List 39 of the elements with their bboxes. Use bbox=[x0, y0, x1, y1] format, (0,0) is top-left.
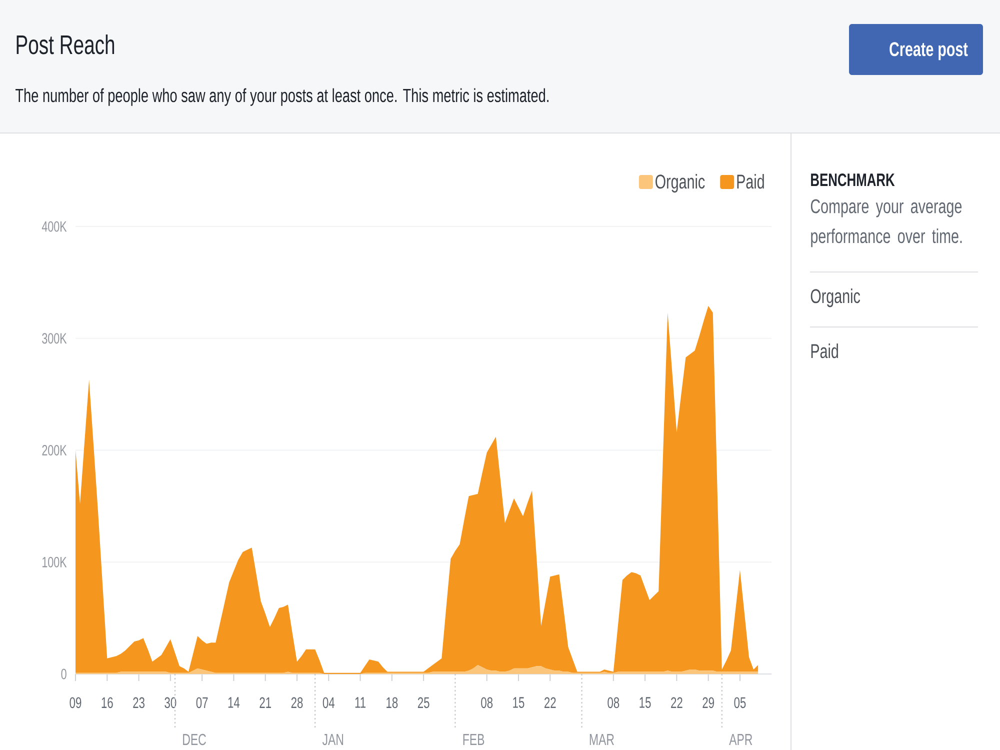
x-tick-label: 16 bbox=[102, 697, 113, 708]
chart-title: Post Reach bbox=[16, 34, 114, 54]
x-tick-label: 05 bbox=[734, 697, 746, 708]
text: FEB bbox=[463, 734, 484, 745]
text: Paid bbox=[811, 344, 838, 358]
legend-label: Organic bbox=[656, 174, 705, 193]
text: DEC bbox=[183, 734, 206, 746]
y-tick-label: 200K bbox=[42, 444, 67, 456]
text: APR bbox=[729, 734, 752, 745]
x-tick-label: 28 bbox=[291, 697, 303, 708]
x-tick-label: 09 bbox=[70, 697, 82, 708]
x-tick-label: 25 bbox=[418, 697, 430, 708]
x-tick-label: 08 bbox=[481, 697, 493, 708]
text: MAR bbox=[590, 734, 614, 745]
x-tick-label: 23 bbox=[133, 697, 144, 708]
legend-label: Paid bbox=[737, 174, 764, 189]
x-tick-label: 15 bbox=[640, 697, 651, 708]
y-tick-label: 100K bbox=[42, 556, 67, 568]
x-tick-label: 07 bbox=[196, 697, 208, 708]
x-tick-label: 22 bbox=[544, 697, 556, 708]
x-tick-label: 14 bbox=[228, 697, 240, 708]
x-tick-label: 08 bbox=[608, 697, 620, 708]
text: BENCHMARK bbox=[811, 173, 895, 186]
x-tick-label: 18 bbox=[386, 697, 398, 708]
x-tick-label: 22 bbox=[671, 697, 682, 708]
text: JAN bbox=[322, 734, 344, 746]
x-tick-label: 11 bbox=[355, 697, 366, 708]
y-tick-label: 300K bbox=[42, 333, 67, 344]
y-tick-label: 0 bbox=[61, 668, 66, 680]
x-tick-label: 21 bbox=[260, 697, 271, 708]
x-tick-label: 30 bbox=[164, 697, 176, 708]
x-tick-label: 04 bbox=[322, 697, 334, 708]
x-tick-label: 15 bbox=[513, 697, 524, 708]
chart-subtitle: The number of people who saw any of your posts at least once. This metric is estimated. bbox=[16, 88, 548, 106]
text: Create post bbox=[890, 42, 968, 60]
text: Organic bbox=[810, 288, 860, 308]
x-tick-label: 29 bbox=[702, 697, 714, 708]
text: Compare your average performance over time. bbox=[810, 199, 962, 248]
y-tick-label: 400K bbox=[42, 221, 67, 232]
